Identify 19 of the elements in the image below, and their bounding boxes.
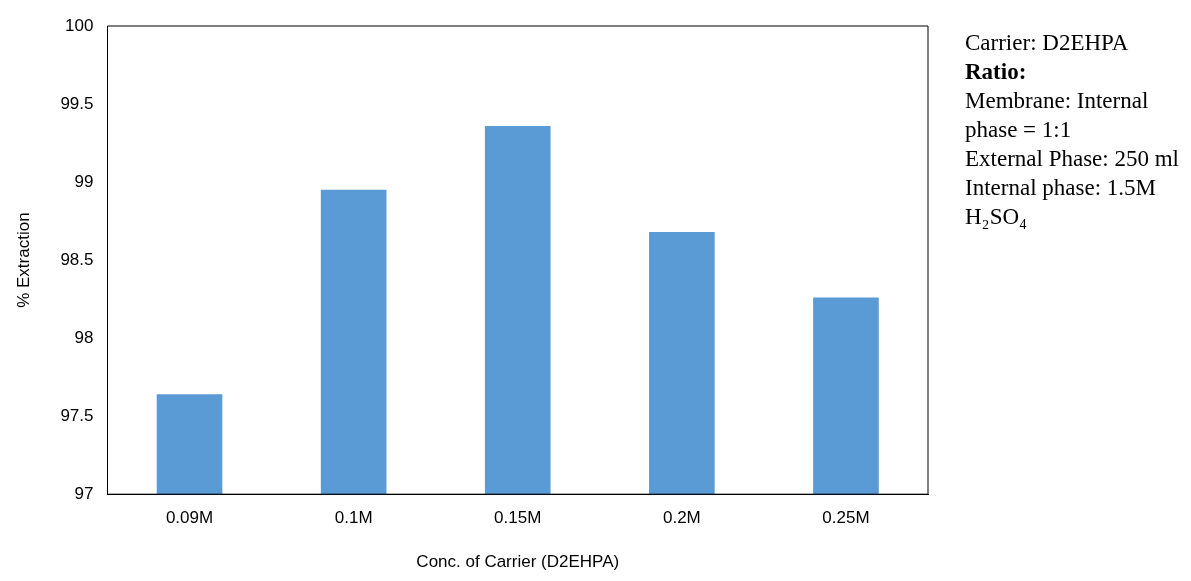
x-axis-title: Conc. of Carrier (D2EHPA) [416,552,620,572]
y-tick-label: 99 [74,171,94,191]
x-tick-label: 0.25M [822,508,870,528]
y-axis-title: % Extraction [13,212,33,308]
x-tick-label: 0.09M [165,508,214,528]
text: Carrier: D2EHPA [965,29,1130,57]
x-tick-label: 0.2M [662,508,701,528]
y-tick-label: 98 [74,327,94,347]
y-tick-label: 100 [65,15,94,35]
y-tick-label: 98.5 [60,249,94,269]
text: Internal phase: 1.5M H₂SO₄ [965,174,1157,231]
y-tick-label: 99.5 [60,93,94,113]
text: Ratio: [965,58,1028,86]
text: Membrane: Internal phase = 1:1 [965,87,1150,144]
y-tick-label: 97 [74,483,94,503]
text: External Phase: 250 ml [965,145,1180,173]
x-tick-label: 0.1M [334,508,373,528]
y-tick-label: 97.5 [60,405,94,425]
x-tick-label: 0.15M [494,508,542,528]
